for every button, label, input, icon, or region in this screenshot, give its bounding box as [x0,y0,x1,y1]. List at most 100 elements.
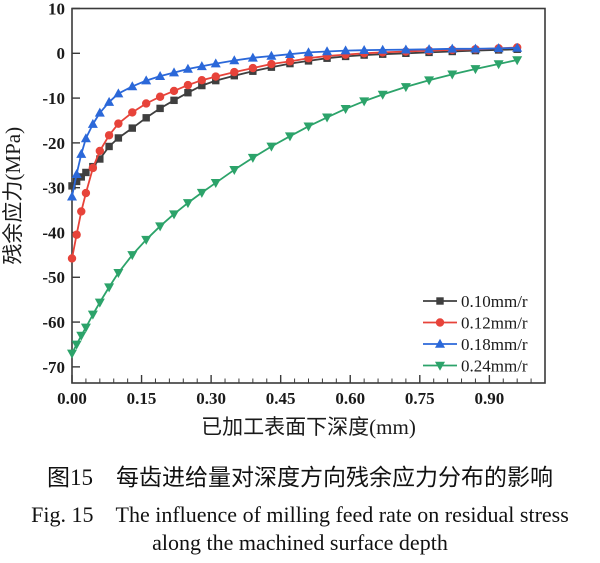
legend-marker [436,297,444,305]
data-point-marker [493,43,504,53]
data-point-marker [82,168,90,177]
data-point-marker [95,146,105,156]
data-point-marker [71,340,82,350]
data-point-marker [81,188,91,198]
x-tick-label: 0.75 [405,389,435,408]
y-tick-label: -10 [42,89,65,108]
data-point-marker [340,45,351,55]
x-tick-label: 0.45 [266,389,296,408]
y-axis: 10 0 -10 -20 -30 -40 -50 -60 -70 [42,0,80,377]
data-point-marker [114,119,123,128]
data-point-marker [182,199,193,209]
data-point-marker [80,133,91,143]
data-point-marker [322,113,333,123]
data-point-marker [169,86,179,96]
data-point-marker [77,207,86,216]
data-point-marker [87,118,98,128]
data-point-marker [76,148,87,158]
data-point-marker [127,81,138,91]
data-point-marker [182,63,193,73]
data-point-marker [267,59,276,69]
legend-marker [435,338,445,348]
data-point-marker [266,142,277,152]
data-point-marker [377,90,388,100]
data-point-marker [72,230,81,239]
data-point-marker [113,269,124,279]
y-tick-label: -40 [42,223,65,242]
legend-item-0.10mm/r: 0.10mm/r [423,292,528,311]
data-point-marker [359,44,370,54]
data-point-marker [229,165,240,175]
x-tick-label: 0.15 [127,389,157,408]
data-point-marker [447,43,458,53]
data-point-marker [211,72,220,81]
data-point-marker [76,331,87,341]
data-point-marker [210,58,221,68]
data-point-marker [184,89,192,97]
legend-item-0.18mm/r: 0.18mm/r [423,335,528,354]
data-point-marker [169,67,180,77]
residual-stress-chart: 0.00 0.15 0.30 0.45 0.60 0.75 0.90 10 0 -10 -20 -30… [1,0,546,439]
x-tick-label: 0.00 [57,389,87,408]
data-point-marker [198,81,206,90]
x-tick-label: 0.60 [335,389,365,408]
data-point-marker [68,182,76,190]
data-point-marker [128,124,136,132]
series-0.24mm/r [67,56,523,359]
legend: 0.10mm/r 0.12mm/r 0.18mm/r 0.24mm/r [423,292,528,375]
data-point-marker [155,92,165,101]
data-point-marker [266,50,277,60]
x-tick-label: 0.30 [196,389,226,408]
data-point-marker [67,349,77,359]
data-point-marker [322,46,333,56]
data-point-marker [340,105,351,115]
data-point-marker [424,44,435,54]
legend-item-0.24mm/r: 0.24mm/r [423,356,528,375]
x-tick-label: 0.90 [474,389,504,408]
data-point-marker [285,57,295,66]
series-line [71,46,518,259]
data-point-marker [170,96,178,105]
series-0.10mm/r [68,45,521,190]
data-point-marker [359,97,370,107]
data-point-marker [72,177,81,186]
data-point-marker [88,163,98,173]
figure-caption-en-line1: Fig. 15 The influence of milling feed ra… [31,502,569,527]
data-point-marker [284,132,295,142]
y-tick-label: 0 [57,44,66,63]
data-point-marker [105,142,113,151]
data-point-marker [210,178,221,188]
data-point-marker [141,235,152,245]
data-point-marker [113,88,124,98]
data-point-marker [196,61,207,71]
data-point-marker [104,131,114,140]
figure-caption-en-line2: along the machined surface depth [152,530,448,555]
data-point-marker [67,254,77,263]
data-point-marker [493,60,504,70]
y-tick-label: -70 [42,358,65,377]
data-point-marker [77,173,85,181]
figure-caption-zh: 图15 每齿进给量对深度方向残余应力分布的影响 [47,465,553,490]
data-point-marker [284,48,295,58]
data-point-marker [114,134,123,142]
data-point-marker [196,188,207,198]
y-tick-label: -60 [42,313,65,332]
y-tick-label: -20 [42,134,65,153]
data-point-marker [400,83,411,93]
data-point-marker [87,310,98,320]
data-point-marker [303,47,314,57]
x-axis-title: 已加工表面下深度(mm) [201,415,416,439]
legend-item-0.12mm/r: 0.12mm/r [423,313,528,332]
data-point-marker [94,298,105,308]
data-point-marker [303,122,314,132]
data-point-marker [141,99,151,108]
data-point-marker [183,80,193,90]
y-axis-title: 残余应力(MPa) [1,127,25,265]
y-tick-label: -50 [42,268,65,287]
legend-label: 0.12mm/r [461,313,528,332]
data-point-marker [128,108,137,117]
data-point-marker [156,104,164,113]
legend-marker [435,361,445,371]
data-point-marker [94,107,105,117]
